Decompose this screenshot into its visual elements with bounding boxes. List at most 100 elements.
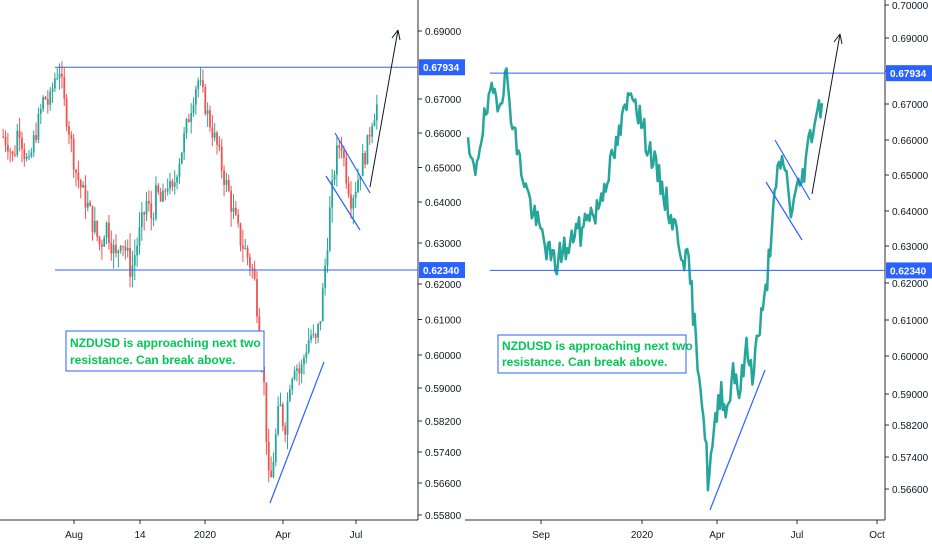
- candle-body: [241, 245, 244, 249]
- right-x-tick-label: Jul: [791, 530, 804, 541]
- candle-body: [331, 179, 334, 208]
- right-arrow-head: [833, 33, 843, 45]
- candle-body: [122, 246, 124, 248]
- candle-body: [277, 406, 280, 435]
- candle-body: [187, 119, 190, 123]
- candle-body: [143, 212, 146, 215]
- left-resistance-badge: [419, 262, 465, 279]
- candle-body: [373, 120, 376, 127]
- candle-body: [239, 223, 242, 246]
- candle-body: [211, 127, 214, 138]
- candle-body: [176, 176, 178, 183]
- right-y-tick-label: 0.60000: [892, 352, 929, 363]
- candle-body: [11, 151, 14, 155]
- candle-body: [263, 366, 265, 383]
- candle-body: [91, 205, 94, 232]
- candle-body: [98, 236, 101, 245]
- candle-body: [317, 324, 319, 338]
- candle-body: [171, 181, 174, 187]
- candle-body: [65, 98, 68, 127]
- candle-body: [310, 335, 312, 341]
- candle-body: [343, 150, 345, 158]
- right-resistance-levels: 0.67934 0.62340: [490, 65, 932, 279]
- candle-body: [281, 404, 284, 427]
- right-channel-lower: [765, 181, 803, 241]
- candle-body: [253, 268, 256, 280]
- candle-body: [164, 190, 167, 192]
- candle-body: [335, 145, 338, 175]
- left-candles-group: [2, 61, 378, 483]
- right-x-tick-label: Apr: [709, 530, 725, 541]
- candle-body: [147, 200, 150, 204]
- candle-body: [352, 198, 355, 209]
- candle-body: [185, 119, 188, 134]
- right-trend-lines: [709, 33, 843, 511]
- right-annotation-line1: NZDUSD is approaching next two: [502, 339, 693, 353]
- candle-body: [103, 237, 106, 247]
- candle-body: [89, 202, 92, 206]
- left-trend-lines: [269, 29, 401, 504]
- candle-body: [364, 153, 366, 165]
- candle-body: [2, 136, 5, 138]
- right-y-tick-label: 0.59000: [892, 390, 929, 401]
- candle-body: [345, 157, 348, 184]
- candle-body: [220, 146, 223, 171]
- candle-body: [124, 246, 127, 251]
- left-plot-area: [0, 0, 418, 520]
- right-y-tick-label: 0.69000: [892, 34, 929, 45]
- candle-body: [296, 368, 298, 371]
- candle-body: [84, 184, 87, 208]
- candle-body: [319, 321, 322, 325]
- right-y-tick-label: 0.66000: [892, 136, 929, 147]
- right-plot-area: [465, 0, 885, 520]
- candle-body: [169, 181, 171, 189]
- left-resistance-label: 0.62340: [423, 266, 460, 277]
- candle-body: [79, 180, 82, 188]
- left-y-tick-label: 0.58200: [425, 417, 462, 428]
- candle-body: [190, 113, 193, 123]
- candle-body: [298, 368, 301, 374]
- right-price-line: [466, 67, 824, 492]
- candle-body: [357, 180, 359, 192]
- candle-body: [136, 245, 139, 256]
- candle-body: [246, 247, 249, 258]
- candle-body: [63, 76, 66, 99]
- left-y-tick-label: 0.66000: [425, 129, 462, 140]
- candle-body: [265, 382, 268, 442]
- candle-body: [361, 153, 364, 177]
- right-y-tick-label: 0.56600: [892, 485, 929, 496]
- candle-body: [300, 364, 303, 374]
- candle-body: [202, 80, 204, 88]
- left-annotation-box: [65, 330, 265, 372]
- candle-body: [51, 88, 54, 92]
- candle-body: [194, 88, 197, 105]
- candle-body: [77, 172, 80, 181]
- candle-body: [23, 149, 26, 159]
- candle-body: [209, 110, 211, 128]
- right-x-tick-label: 2020: [631, 530, 654, 541]
- right-resistance-badge: [886, 262, 932, 279]
- candle-body: [178, 163, 181, 177]
- candle-body: [166, 188, 169, 192]
- left-y-axis: 0.69000 0.67000 0.66000 0.65000 0.64000 0.630…: [418, 27, 462, 522]
- candle-body: [347, 183, 350, 195]
- left-x-tick-label: 2020: [194, 530, 217, 541]
- candle-body: [37, 113, 40, 140]
- candle-body: [159, 192, 162, 202]
- candle-body: [162, 190, 164, 202]
- candle-body: [28, 156, 30, 158]
- candle-body: [58, 73, 61, 79]
- candle-body: [251, 267, 254, 269]
- candle-body: [199, 80, 202, 82]
- candle-body: [291, 379, 294, 390]
- candle-body: [53, 78, 56, 89]
- candle-body: [286, 401, 289, 435]
- candle-body: [270, 470, 272, 478]
- right-resistance-label: 0.62340: [890, 266, 927, 277]
- right-y-tick-label: 0.63000: [892, 242, 929, 253]
- candle-body: [68, 126, 70, 135]
- candle-body: [256, 279, 258, 317]
- candle-body: [213, 132, 216, 138]
- candle-body: [100, 244, 103, 247]
